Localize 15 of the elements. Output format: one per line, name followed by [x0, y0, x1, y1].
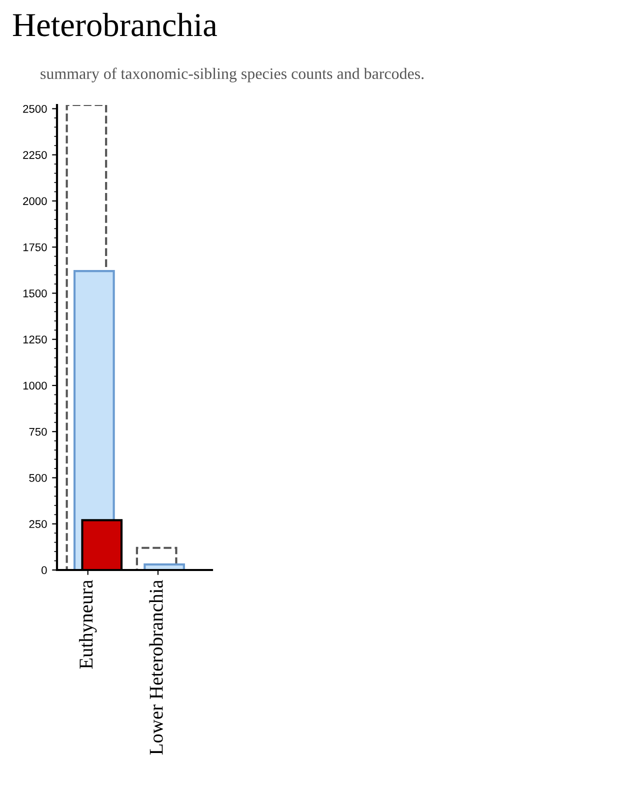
y-tick-label: 2000 — [23, 197, 47, 206]
chart-subtitle: summary of taxonomic-sibling species counts and barcodes. — [40, 68, 424, 82]
x-tick-label: Lower Heterobranchia — [149, 580, 163, 755]
chart-title: Heterobranchia — [12, 12, 217, 36]
y-tick-label: 2250 — [23, 151, 47, 159]
y-tick-label: 0 — [42, 566, 47, 574]
y-tick-label: 750 — [29, 428, 47, 436]
y-tick-label: 500 — [29, 474, 47, 482]
y-tick-label: 250 — [29, 520, 47, 528]
x-tick-label: Euthyneura — [79, 580, 97, 669]
y-tick-label: 1500 — [23, 289, 47, 298]
y-tick-label: 1250 — [23, 336, 47, 344]
y-tick-label: 1000 — [23, 382, 47, 390]
y-tick-label: 1750 — [23, 243, 47, 252]
y-tick-label: 2500 — [23, 104, 47, 113]
